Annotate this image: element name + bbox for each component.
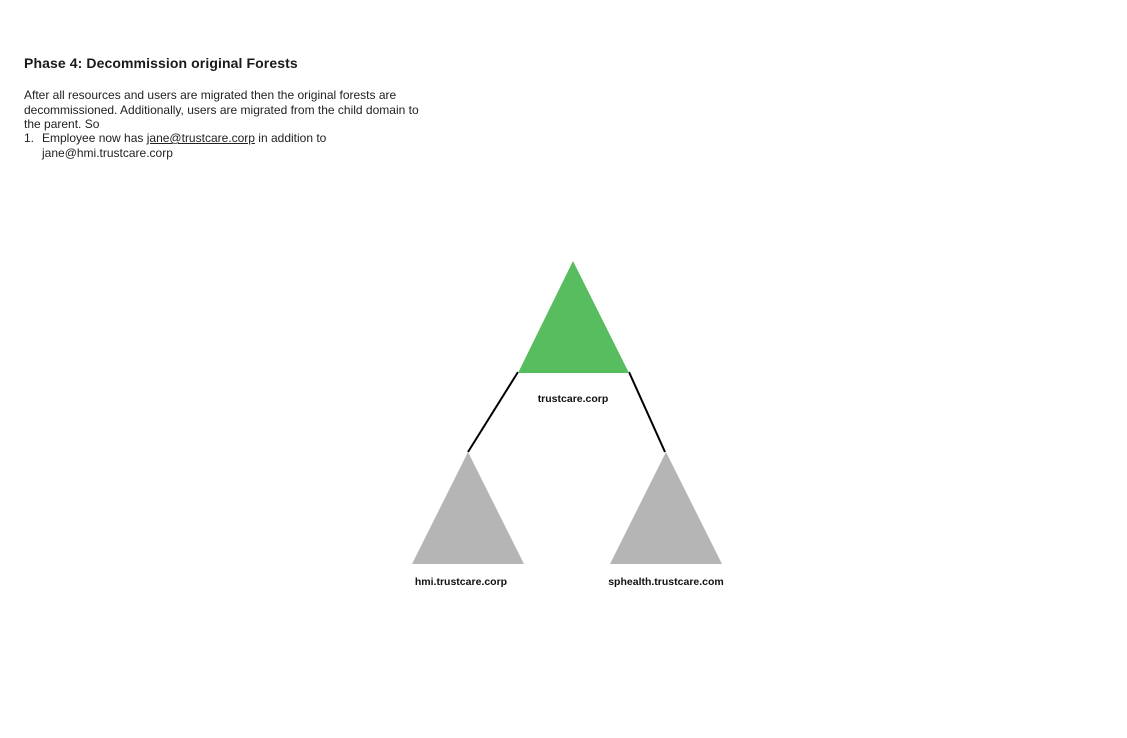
connector-root-right xyxy=(628,371,666,453)
list-item-text-before: Employee now has xyxy=(42,131,147,145)
intro-paragraph: After all resources and users are migrat… xyxy=(24,88,419,131)
right-child-forest-label: sphealth.trustcare.com xyxy=(608,576,724,588)
left-child-forest-triangle[interactable] xyxy=(412,452,524,564)
right-child-forest-triangle[interactable] xyxy=(610,452,722,564)
root-forest-triangle[interactable] xyxy=(518,261,629,373)
list-item: 1. Employee now has jane@trustcare.corp i… xyxy=(24,131,434,160)
left-child-forest-label: hmi.trustcare.corp xyxy=(415,576,507,588)
connector-root-left xyxy=(467,371,519,453)
page-title: Phase 4: Decommission original Forests xyxy=(24,55,298,71)
root-forest-label: trustcare.corp xyxy=(538,393,609,405)
list-item-number: 1. xyxy=(24,131,35,145)
email-link[interactable]: jane@trustcare.corp xyxy=(146,131,255,145)
steps-list: 1. Employee now has jane@trustcare.corp i… xyxy=(24,131,434,160)
list-item-text-after: in addition to jane@hmi.trustcare.corp xyxy=(42,131,327,160)
